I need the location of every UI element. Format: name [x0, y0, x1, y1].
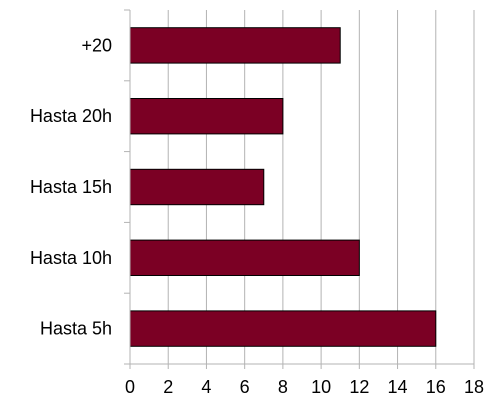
category-label: Hasta 15h	[30, 177, 112, 197]
bar-1	[129, 98, 284, 135]
category-label: Hasta 20h	[30, 106, 112, 126]
x-tick-label: 14	[388, 377, 408, 397]
x-tick-label: 10	[311, 377, 331, 397]
x-tick-label: 2	[163, 377, 173, 397]
bar-2	[129, 168, 265, 206]
bar-4	[129, 310, 437, 347]
bar-3	[129, 239, 360, 277]
x-tick-label: 4	[201, 377, 211, 397]
x-tick-label: 0	[125, 377, 135, 397]
x-tick-label: 18	[464, 377, 484, 397]
x-tick-label: 12	[349, 377, 369, 397]
x-tick-label: 16	[426, 377, 446, 397]
axes	[124, 9, 475, 369]
x-tick-label: 6	[240, 377, 250, 397]
category-label: +20	[81, 35, 112, 55]
category-label: Hasta 5h	[40, 319, 112, 339]
grid-lines	[167, 10, 475, 364]
bar-0	[129, 27, 341, 64]
labels: 0 2 4 6 8 10 12 14 16 18 +20 Hasta 20h Hasta 15h Hast…	[30, 35, 484, 397]
x-tick-label: 8	[278, 377, 288, 397]
bars	[129, 27, 437, 347]
category-label: Hasta 10h	[30, 248, 112, 268]
